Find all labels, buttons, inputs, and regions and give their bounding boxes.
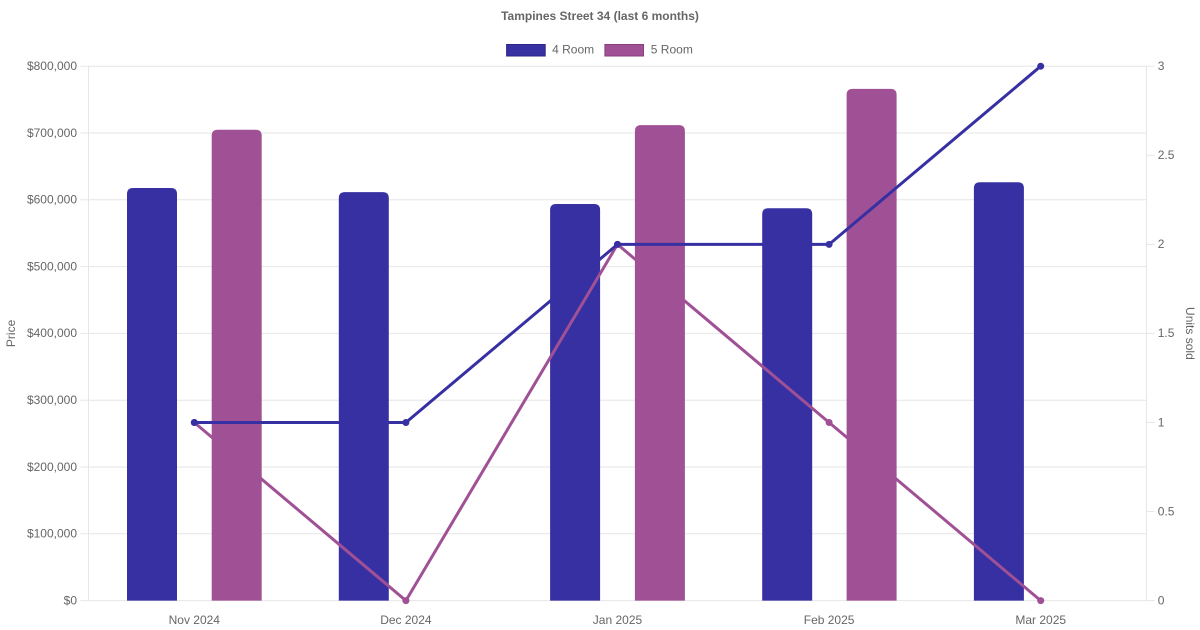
svg-text:2.5: 2.5 — [1158, 148, 1175, 162]
svg-text:$300,000: $300,000 — [27, 393, 77, 407]
svg-text:3: 3 — [1158, 59, 1165, 73]
svg-text:1: 1 — [1158, 415, 1165, 429]
svg-text:$400,000: $400,000 — [27, 326, 77, 340]
svg-text:0.5: 0.5 — [1158, 504, 1175, 518]
svg-text:$200,000: $200,000 — [27, 460, 77, 474]
svg-text:0: 0 — [1158, 593, 1165, 607]
svg-text:$700,000: $700,000 — [27, 126, 77, 140]
svg-text:5 Room: 5 Room — [651, 42, 693, 56]
svg-text:$500,000: $500,000 — [27, 259, 77, 273]
svg-text:1.5: 1.5 — [1158, 326, 1175, 340]
svg-text:Jan 2025: Jan 2025 — [593, 613, 643, 627]
svg-text:$800,000: $800,000 — [27, 59, 77, 73]
svg-text:Mar 2025: Mar 2025 — [1015, 613, 1066, 627]
svg-text:4 Room: 4 Room — [552, 42, 594, 56]
svg-text:Nov 2024: Nov 2024 — [169, 613, 221, 627]
svg-text:Feb 2025: Feb 2025 — [804, 613, 855, 627]
svg-text:Units sold: Units sold — [1183, 307, 1197, 360]
svg-text:Price: Price — [4, 319, 18, 347]
svg-text:Tampines Street 34 (last 6 mon: Tampines Street 34 (last 6 months) — [501, 9, 699, 23]
svg-text:$0: $0 — [64, 593, 78, 607]
svg-text:$100,000: $100,000 — [27, 527, 77, 541]
svg-text:$600,000: $600,000 — [27, 193, 77, 207]
svg-text:2: 2 — [1158, 237, 1165, 251]
svg-text:Dec 2024: Dec 2024 — [380, 613, 432, 627]
